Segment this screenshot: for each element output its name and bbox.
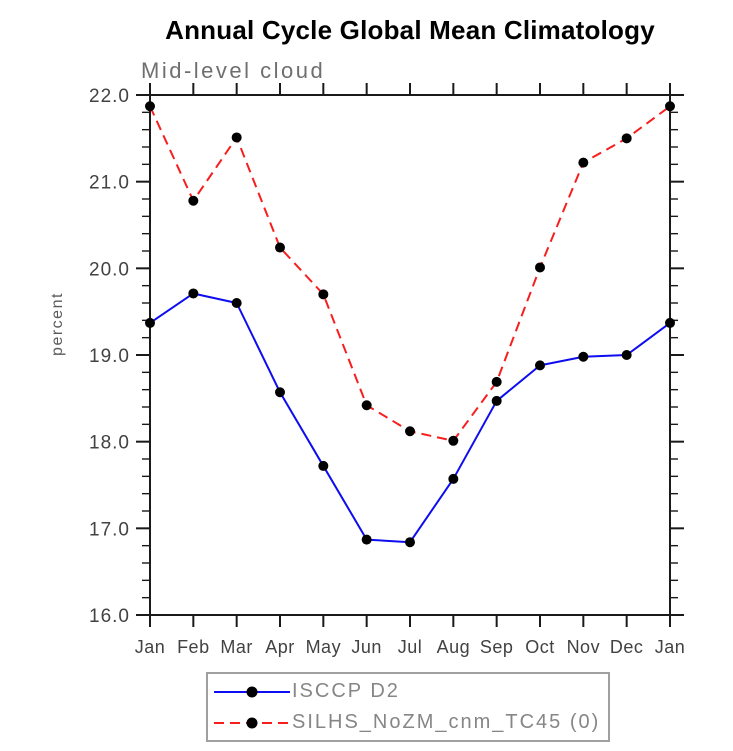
x-tick-label: Dec: [610, 637, 644, 657]
x-tick-label: Aug: [437, 637, 471, 657]
data-point-marker: [405, 537, 415, 548]
x-tick-label: Jan: [655, 637, 686, 657]
legend-label-isccp: ISCCP D2: [292, 680, 400, 702]
x-tick-label: Jun: [351, 637, 382, 657]
data-point-marker: [491, 395, 502, 406]
data-point-marker: [491, 376, 502, 387]
x-tick-label: Apr: [265, 637, 295, 657]
legend-label-silhs: SILHS_NoZM_cnm_TC45 (0): [292, 711, 601, 733]
y-tick-label: 22.0: [89, 86, 130, 107]
data-point-marker: [188, 195, 199, 206]
legend-item-isccp: ISCCP D2: [208, 677, 608, 707]
data-point-marker: [621, 133, 632, 144]
y-tick-label: 20.0: [89, 259, 130, 280]
data-point-marker: [665, 101, 675, 112]
data-point-marker: [665, 317, 675, 328]
data-point-marker: [535, 262, 545, 273]
data-point-marker: [145, 317, 155, 328]
legend-box: ISCCP D2 SILHS_NoZM_cnm_TC45 (0): [206, 672, 610, 742]
x-tick-label: Mar: [220, 637, 253, 657]
x-tick-label: Nov: [567, 637, 601, 657]
y-tick-label: 17.0: [89, 519, 130, 540]
data-point-marker: [405, 426, 415, 437]
x-tick-label: Oct: [525, 637, 555, 657]
silhs-line-swatch: [214, 717, 290, 728]
data-point-marker: [621, 350, 632, 360]
data-point-marker: [188, 288, 199, 299]
x-tick-label: Sep: [480, 637, 514, 657]
data-point-marker: [578, 351, 589, 362]
x-tick-label: Jul: [398, 637, 423, 657]
data-point-marker: [448, 435, 459, 446]
chart-title: Annual Cycle Global Mean Climatology: [165, 15, 655, 45]
data-point-marker: [275, 242, 285, 253]
x-tick-label: May: [306, 637, 342, 657]
data-point-marker: [448, 473, 459, 484]
plot-frame: [149, 94, 671, 616]
data-point-marker: [275, 387, 285, 398]
data-point-marker: [578, 157, 589, 168]
data-point-marker: [318, 289, 329, 300]
data-point-marker: [145, 101, 155, 112]
chart-subtitle: Mid-level cloud: [141, 58, 326, 83]
y-tick-label: 18.0: [89, 433, 130, 454]
series-line-solid: [149, 292, 671, 544]
data-point-marker: [535, 360, 545, 371]
series-line-dashed: [149, 105, 671, 442]
data-point-marker: [361, 534, 372, 545]
x-tick-label: Jan: [135, 637, 166, 657]
data-point-marker: [318, 460, 329, 471]
isccp-line-swatch: [214, 686, 290, 697]
y-tick-label: 21.0: [89, 173, 130, 194]
silhs-sample-marker-icon: [246, 717, 258, 728]
legend-item-silhs: SILHS_NoZM_cnm_TC45 (0): [208, 708, 608, 738]
plot-area: 16.0 17.0 18.0 19.0 20.0 21.0 22.0 Jan Feb Mar Apr…: [89, 83, 686, 657]
data-point-marker: [231, 298, 242, 308]
y-tick-label: 16.0: [89, 606, 130, 627]
isccp-sample-marker-icon: [246, 686, 258, 697]
data-point-marker: [361, 400, 372, 411]
y-tick-label: 19.0: [89, 346, 130, 367]
x-tick-label: Feb: [177, 637, 210, 657]
data-point-marker: [231, 132, 242, 143]
